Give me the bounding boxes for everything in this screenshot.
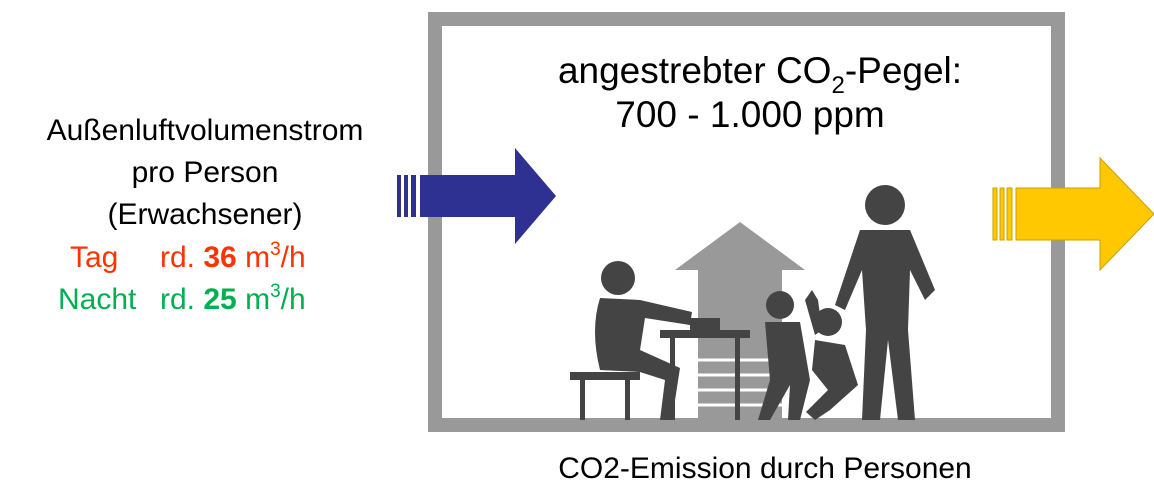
night-unit: m — [245, 283, 270, 316]
outflow-arrow — [992, 156, 1154, 272]
left-line: (Erwachsener) — [107, 198, 302, 231]
room-range: 700 - 1.000 ppm — [615, 94, 884, 135]
night-sup: 3 — [270, 281, 281, 302]
inflow-arrow — [397, 148, 556, 244]
day-value: 36 — [203, 241, 236, 274]
room-title: angestrebter CO2-Pegel: — [558, 50, 962, 99]
people-silhouettes — [570, 185, 935, 420]
day-sup: 3 — [270, 239, 281, 260]
day-suffix: /h — [281, 241, 306, 274]
night-label: Nacht — [58, 283, 137, 316]
day-rate: Tag rd. 36 m3/h — [70, 239, 306, 274]
night-prefix: rd. — [160, 283, 195, 316]
day-label: Tag — [70, 241, 118, 274]
title-text: angestrebter CO — [558, 50, 832, 91]
night-value: 25 — [203, 283, 236, 316]
night-suffix: /h — [281, 283, 306, 316]
left-line: Außenluftvolumenstrom — [47, 114, 364, 147]
title-rest: -Pegel: — [845, 50, 962, 91]
day-unit: m — [245, 241, 270, 274]
caption: CO2-Emission durch Personen — [558, 452, 972, 485]
left-line: pro Person — [132, 156, 279, 189]
title-sub: 2 — [831, 72, 844, 99]
night-rate: Nacht rd. 25 m3/h — [58, 281, 306, 316]
day-prefix: rd. — [160, 241, 195, 274]
